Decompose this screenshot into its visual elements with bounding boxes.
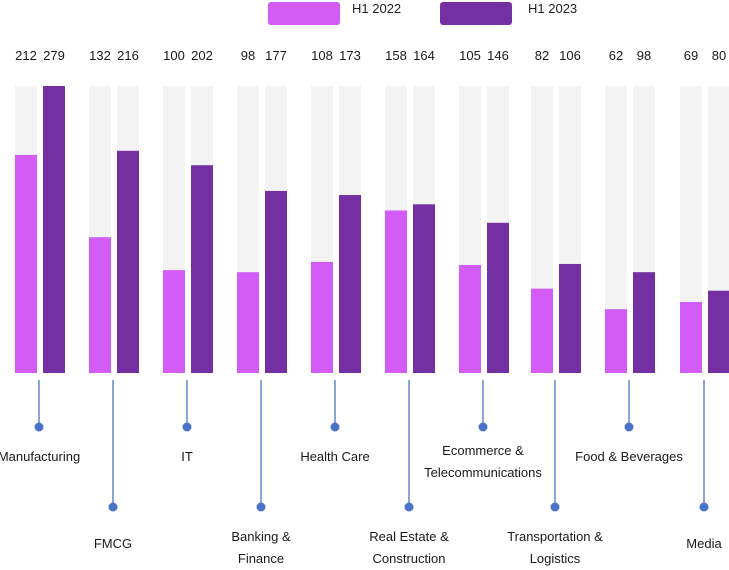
connector-dot [478,422,488,432]
bar-h1-2022-real-estate-construction [385,210,407,373]
data-label-h1-2022: 158 [385,48,407,63]
category-label-real-estate-construction: Construction [373,551,446,566]
category-label-banking-finance: Banking & [231,529,291,544]
data-label-h1-2022: 98 [241,48,255,63]
category-label-it: IT [181,449,193,464]
data-label-h1-2023: 216 [117,48,139,63]
data-label-h1-2023: 177 [265,48,287,63]
category-label-health-care: Health Care [300,449,369,464]
data-label-h1-2023: 80 [712,48,726,63]
category-label-banking-finance: Finance [238,551,284,566]
data-label-h1-2022: 82 [535,48,549,63]
category-label-transportation-logistics: Logistics [530,551,581,566]
data-label-h1-2023: 279 [43,48,65,63]
connector-dot [624,422,634,432]
connector-dot [182,422,192,432]
bar-h1-2022-food-beverages [605,309,627,373]
connector-dot [256,502,266,512]
bar-h1-2023-health-care [339,195,361,373]
bar-h1-2022-health-care [311,261,333,373]
bar-h1-2023-fmcg [117,150,139,373]
bar-h1-2022-banking-finance [237,272,259,373]
bar-track [605,86,627,373]
connector-dot [699,502,709,512]
connector-dot [108,502,118,512]
bar-h1-2022-media [680,302,702,373]
bar-h1-2023-banking-finance [265,190,287,373]
legend-swatch-h1-2023 [440,2,512,25]
data-label-h1-2023: 164 [413,48,435,63]
legend-label-h1-2022: H1 2022 [352,1,402,16]
bar-h1-2022-manufacturing [15,154,37,373]
data-label-h1-2022: 105 [459,48,481,63]
data-label-h1-2022: 69 [684,48,698,63]
bar-h1-2023-manufacturing [43,86,65,373]
bar-h1-2022-transportation-logistics [531,288,553,373]
connector-dot [330,422,340,432]
data-label-h1-2023: 98 [637,48,651,63]
category-label-fmcg: FMCG [94,536,132,551]
bar-h1-2023-media [708,290,729,373]
data-label-h1-2022: 108 [311,48,333,63]
connector-dot [404,502,414,512]
bar-h1-2023-real-estate-construction [413,204,435,373]
bar-track [680,86,702,373]
data-label-h1-2022: 62 [609,48,623,63]
bar-h1-2022-it [163,270,185,373]
category-label-ecommerce-telecommunications: Telecommunications [424,465,542,480]
data-label-h1-2022: 212 [15,48,37,63]
bar-h1-2023-it [191,165,213,373]
data-label-h1-2023: 173 [339,48,361,63]
data-label-h1-2022: 100 [163,48,185,63]
data-label-h1-2023: 146 [487,48,509,63]
bar-h1-2022-fmcg [89,237,111,373]
category-label-food-beverages: Food & Beverages [575,449,683,464]
category-label-ecommerce-telecommunications: Ecommerce & [442,443,524,458]
bar-h1-2023-transportation-logistics [559,263,581,373]
legend-swatch-h1-2022 [268,2,340,25]
category-label-real-estate-construction: Real Estate & [369,529,449,544]
bar-h1-2022-ecommerce-telecommunications [459,264,481,373]
connector-dot [550,502,560,512]
connector-dot [34,422,44,432]
bar-h1-2023-food-beverages [633,272,655,373]
category-label-transportation-logistics: Transportation & [507,529,603,544]
data-label-h1-2022: 132 [89,48,111,63]
category-label-media: Media [686,536,722,551]
bar-h1-2023-ecommerce-telecommunications [487,222,509,373]
legend-label-h1-2023: H1 2023 [528,1,578,16]
category-label-manufacturing: Manufacturing [0,449,80,464]
data-label-h1-2023: 202 [191,48,213,63]
data-label-h1-2023: 106 [559,48,581,63]
